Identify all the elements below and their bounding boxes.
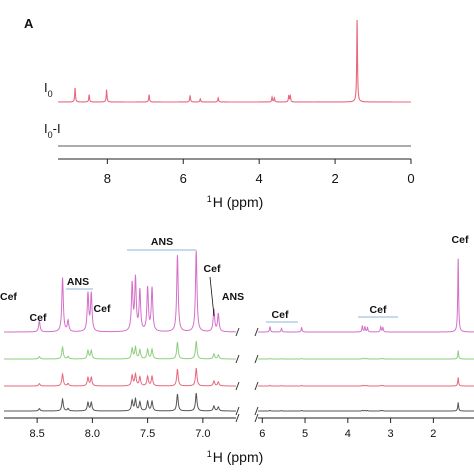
- zoom-x-tick-label: 2: [430, 428, 436, 440]
- panel-label: A: [24, 16, 34, 31]
- zoom-trace-right: [258, 377, 474, 387]
- zoom-x-tick-label: 5: [302, 428, 308, 440]
- zoom-x-tick-label: 4: [345, 428, 351, 440]
- zoom-trace-right: [258, 258, 474, 333]
- axis-break-mark: [235, 327, 259, 337]
- zoom-trace-right: [258, 350, 474, 360]
- zoom-trace-left: [4, 341, 236, 360]
- zoom-x-tick-label: 7.5: [140, 428, 155, 440]
- zoom-trace-right: [258, 402, 474, 412]
- zoom-x-tick-label: 7.0: [195, 428, 210, 440]
- x-tick-label: 0: [407, 171, 414, 186]
- peak-annotation: Cef: [370, 304, 387, 316]
- peak-annotation: Cef: [204, 263, 221, 275]
- axis-break-mark: [235, 406, 259, 416]
- zoom-trace-left: [4, 368, 236, 387]
- axis-break-mark: [235, 354, 259, 364]
- x-tick-label: 8: [104, 171, 111, 186]
- x-tick-label: 2: [331, 171, 338, 186]
- peak-annotation: Cef: [272, 309, 289, 321]
- zoom-x-axis-label: 1H (ppm): [207, 449, 264, 465]
- series-label-i0: I0: [44, 80, 53, 99]
- zoomed-panel: 8.5 8.0 7.5 7.0 6 5 4 3 2 1H (ppm) Cef Cef ANS Cef ANS…: [0, 234, 474, 465]
- zoom-x-tick-label: 8.0: [85, 428, 100, 440]
- peak-annotation: Cef: [30, 312, 47, 324]
- spectrum-i0: [58, 19, 411, 103]
- peak-annotation: ANS: [151, 236, 173, 248]
- axis-break-mark: [235, 381, 259, 391]
- peak-annotation: ANS: [222, 291, 244, 303]
- x-tick-label: 6: [180, 171, 187, 186]
- peak-annotation: Cef: [94, 303, 111, 315]
- x-tick-label: 4: [256, 171, 263, 186]
- peak-annotation: Cef: [0, 291, 17, 303]
- annotation-pointer: [209, 276, 215, 317]
- axis-break-mark: [235, 413, 259, 423]
- zoom-x-tick-label: 6: [259, 428, 265, 440]
- zoom-x-tick-label: 3: [388, 428, 394, 440]
- zoom-trace-left: [4, 250, 237, 333]
- zoom-trace-left: [4, 393, 236, 412]
- peak-annotation: Cef: [452, 234, 469, 246]
- x-axis-label: 1H (ppm): [207, 194, 264, 210]
- peak-annotation: ANS: [67, 276, 89, 288]
- zoom-x-tick-label: 8.5: [29, 428, 44, 440]
